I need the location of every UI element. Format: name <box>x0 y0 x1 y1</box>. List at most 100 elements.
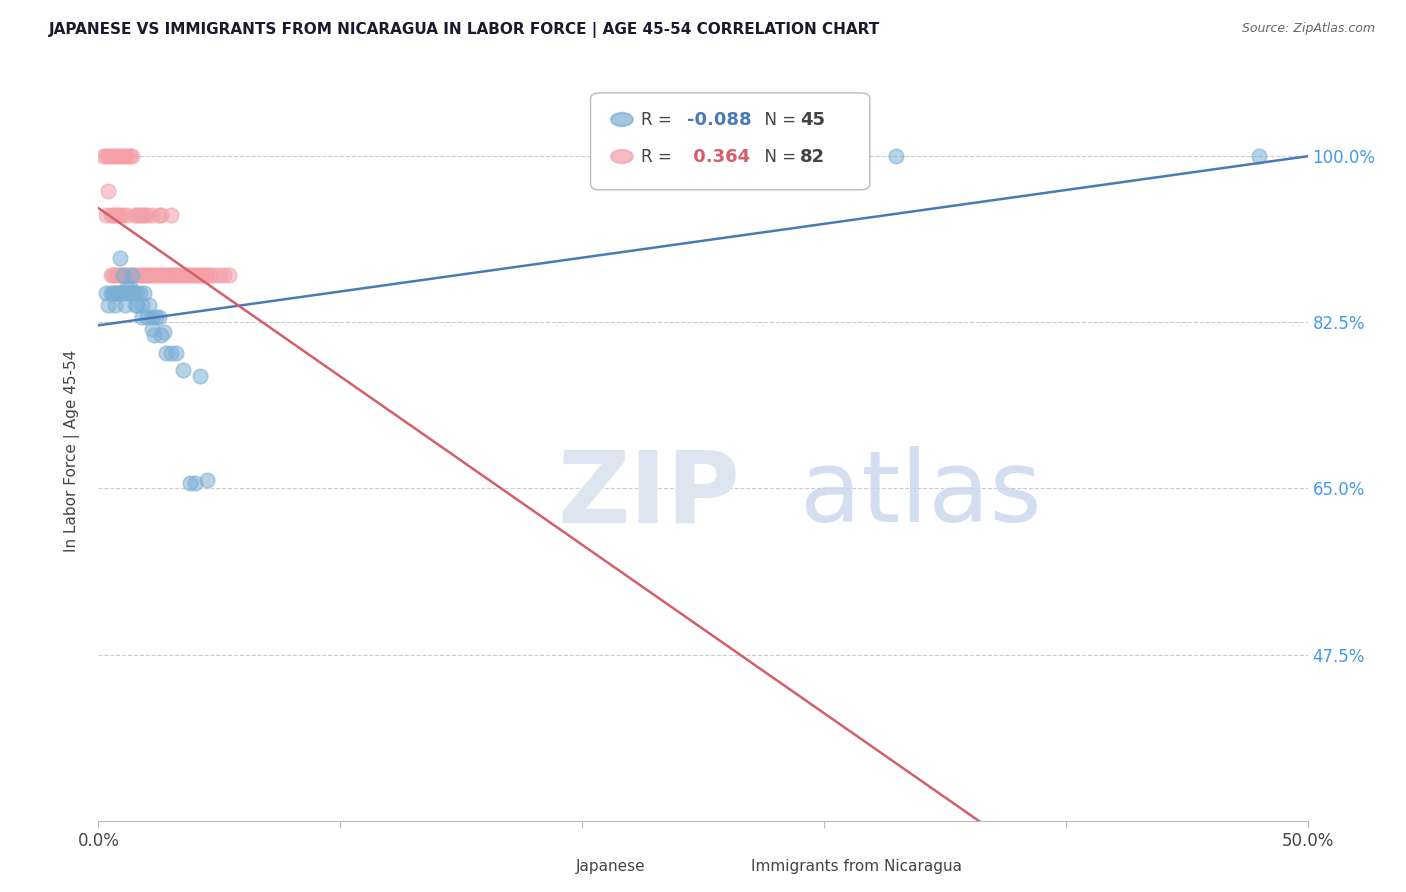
Point <box>117 280 139 294</box>
Point <box>187 268 209 282</box>
Point <box>121 268 143 282</box>
Point <box>118 280 141 294</box>
Point <box>118 149 141 163</box>
Point <box>191 268 214 282</box>
Text: atlas: atlas <box>800 446 1042 543</box>
Point <box>100 149 122 163</box>
Point <box>100 285 122 300</box>
Point <box>114 298 136 312</box>
Circle shape <box>723 860 744 873</box>
Point <box>111 285 134 300</box>
Point <box>131 298 153 312</box>
Point <box>124 208 146 222</box>
Point <box>111 208 134 222</box>
Point <box>108 149 131 163</box>
Point <box>111 149 134 163</box>
Point <box>141 268 163 282</box>
Text: ZIP: ZIP <box>558 446 741 543</box>
Point <box>188 369 211 384</box>
Point <box>111 268 134 282</box>
Point <box>204 268 226 282</box>
Point <box>124 298 146 312</box>
Y-axis label: In Labor Force | Age 45-54: In Labor Force | Age 45-54 <box>63 350 80 551</box>
Point <box>141 208 163 222</box>
Text: N =: N = <box>754 147 801 166</box>
Point <box>143 327 166 342</box>
Point <box>117 149 139 163</box>
Point <box>195 268 218 282</box>
Point <box>94 149 117 163</box>
Point <box>135 268 157 282</box>
Point <box>118 268 141 282</box>
Text: JAPANESE VS IMMIGRANTS FROM NICARAGUA IN LABOR FORCE | AGE 45-54 CORRELATION CHA: JAPANESE VS IMMIGRANTS FROM NICARAGUA IN… <box>49 22 880 38</box>
Point <box>101 149 124 163</box>
Point <box>160 208 183 222</box>
Point <box>1249 149 1271 163</box>
Point <box>152 325 174 339</box>
Point <box>107 285 129 300</box>
Point <box>121 285 143 300</box>
Point <box>135 208 157 222</box>
Point <box>138 268 160 282</box>
Point <box>107 268 129 282</box>
Point <box>177 268 200 282</box>
Point <box>121 149 143 163</box>
Point <box>131 208 153 222</box>
Point <box>124 285 146 300</box>
Point <box>131 310 153 324</box>
Point <box>104 285 127 300</box>
Point <box>145 268 167 282</box>
Point <box>124 285 146 300</box>
Point <box>118 285 141 300</box>
Point <box>174 268 197 282</box>
Point <box>212 268 235 282</box>
Point <box>117 208 139 222</box>
Point <box>148 268 170 282</box>
Point <box>141 310 163 324</box>
Point <box>165 345 187 359</box>
Text: N =: N = <box>754 111 801 128</box>
Point <box>104 298 127 312</box>
Point <box>198 268 221 282</box>
Point <box>127 268 149 282</box>
Text: -0.088: -0.088 <box>688 111 752 128</box>
Point <box>172 268 194 282</box>
Text: R =: R = <box>641 147 678 166</box>
Text: Immigrants from Nicaragua: Immigrants from Nicaragua <box>751 859 962 874</box>
Text: R =: R = <box>641 111 678 128</box>
Point <box>157 268 180 282</box>
Point <box>97 149 120 163</box>
Text: Source: ZipAtlas.com: Source: ZipAtlas.com <box>1241 22 1375 36</box>
Point <box>150 327 173 342</box>
Point <box>127 298 149 312</box>
Point <box>162 268 184 282</box>
Point <box>145 310 167 324</box>
Point <box>155 268 177 282</box>
Point <box>134 285 156 300</box>
Point <box>167 268 190 282</box>
Point <box>188 268 211 282</box>
Point <box>148 310 170 324</box>
Point <box>101 208 124 222</box>
Point <box>172 363 194 377</box>
Point <box>101 285 124 300</box>
Text: 0.364: 0.364 <box>688 147 751 166</box>
Point <box>143 268 166 282</box>
Point <box>114 268 136 282</box>
Point <box>194 268 217 282</box>
Point <box>108 285 131 300</box>
Point <box>128 285 150 300</box>
Circle shape <box>612 113 633 126</box>
Point <box>179 268 201 282</box>
Point <box>150 208 173 222</box>
Point <box>107 208 129 222</box>
Point <box>134 268 156 282</box>
Text: Japanese: Japanese <box>576 859 645 874</box>
Point <box>155 345 177 359</box>
Point <box>91 149 114 163</box>
Point <box>160 345 183 359</box>
Point <box>104 208 127 222</box>
Point <box>160 268 183 282</box>
Point <box>195 473 218 487</box>
Point <box>111 268 134 282</box>
